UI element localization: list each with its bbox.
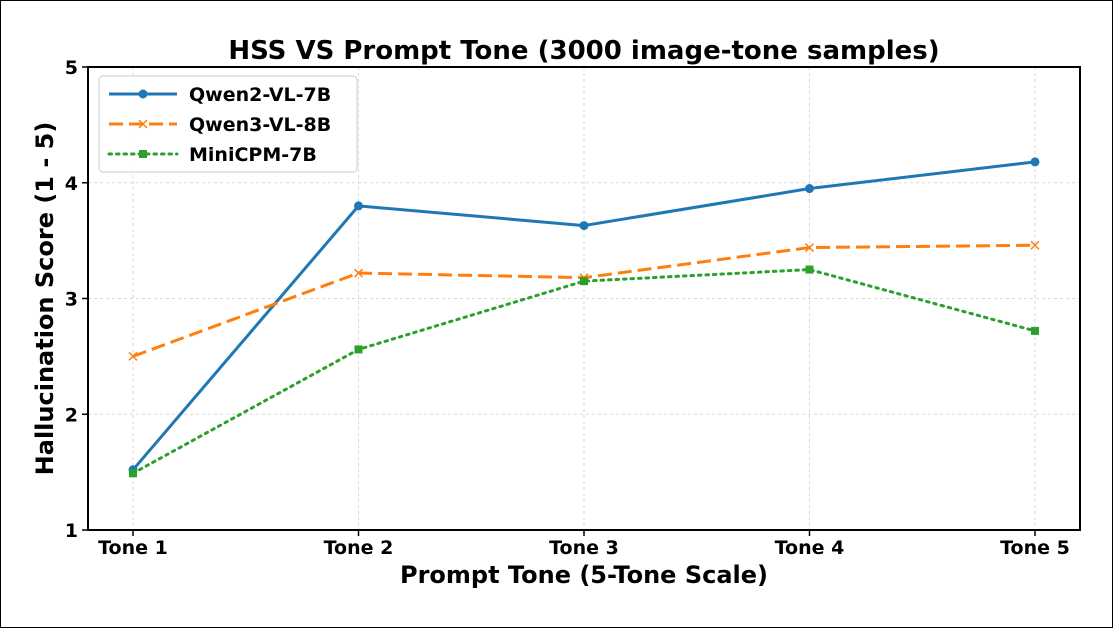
y-tick-label: 3 — [65, 289, 78, 311]
x-marker-stroke — [353, 268, 364, 278]
legend-layer: Qwen2-VL-7B Qwen3-VL-8B MiniCPM-7B — [98, 75, 358, 173]
x-tick-label: Tone 1 — [98, 537, 168, 559]
x-marker-stroke — [804, 243, 815, 253]
data-point-qwen3-vl-8b-2 — [353, 268, 364, 278]
x-tick-label: Tone 5 — [1000, 537, 1070, 559]
y-tick-label: 2 — [65, 404, 78, 426]
text-layer: 1 2 3 4 5 Tone 1 Tone 2 Tone 3 Tone 4 Tone 5 HSS V… — [31, 36, 1070, 589]
legend-label-qwen2-vl-7b: Qwen2-VL-7B — [189, 84, 331, 106]
data-point-qwen2-vl-7b-5 — [1030, 157, 1040, 167]
y-tick-label: 1 — [65, 520, 78, 542]
series-layer — [128, 157, 1040, 478]
chart-title: HSS VS Prompt Tone (3000 image-tone samp… — [228, 36, 939, 66]
legend-box — [98, 75, 358, 173]
data-point-qwen3-vl-8b-5 — [1030, 240, 1040, 250]
x-marker-stroke — [1030, 240, 1040, 250]
data-point-minicpm-7b-3 — [580, 277, 588, 286]
y-tick-label: 5 — [65, 57, 78, 79]
x-marker-stroke — [128, 351, 138, 361]
legend-marker-qwen2-vl-7b — [138, 89, 148, 99]
legend-marker-qwen3-vl-8b — [138, 119, 148, 129]
legend-label-minicpm-7b: MiniCPM-7B — [189, 144, 317, 166]
data-point-qwen2-vl-7b-4 — [805, 184, 814, 194]
legend-marker-minicpm-7b — [139, 150, 147, 158]
data-point-minicpm-7b-1 — [129, 469, 137, 478]
x-axis-title: Prompt Tone (5-Tone Scale) — [400, 561, 768, 589]
grid-layer — [88, 66, 1080, 531]
legend-label-qwen3-vl-8b: Qwen3-VL-8B — [189, 114, 331, 136]
series-line-minicpm-7b — [131, 268, 1037, 475]
y-tick-label: 4 — [65, 173, 78, 195]
axes-layer — [82, 66, 1081, 536]
x-tick-label: Tone 3 — [549, 537, 619, 559]
x-tick-label: Tone 4 — [775, 537, 845, 559]
data-point-qwen2-vl-7b-3 — [579, 221, 589, 231]
data-point-qwen2-vl-7b-2 — [354, 201, 363, 211]
data-point-qwen3-vl-8b-1 — [128, 351, 138, 361]
y-axis-title: Hallucination Score (1 - 5) — [31, 122, 59, 476]
data-point-qwen3-vl-8b-4 — [804, 243, 815, 253]
data-point-minicpm-7b-4 — [805, 265, 814, 274]
x-marker-stroke — [138, 119, 148, 129]
data-point-minicpm-7b-2 — [354, 345, 363, 354]
x-tick-label: Tone 2 — [324, 537, 394, 559]
data-point-minicpm-7b-5 — [1031, 326, 1039, 335]
